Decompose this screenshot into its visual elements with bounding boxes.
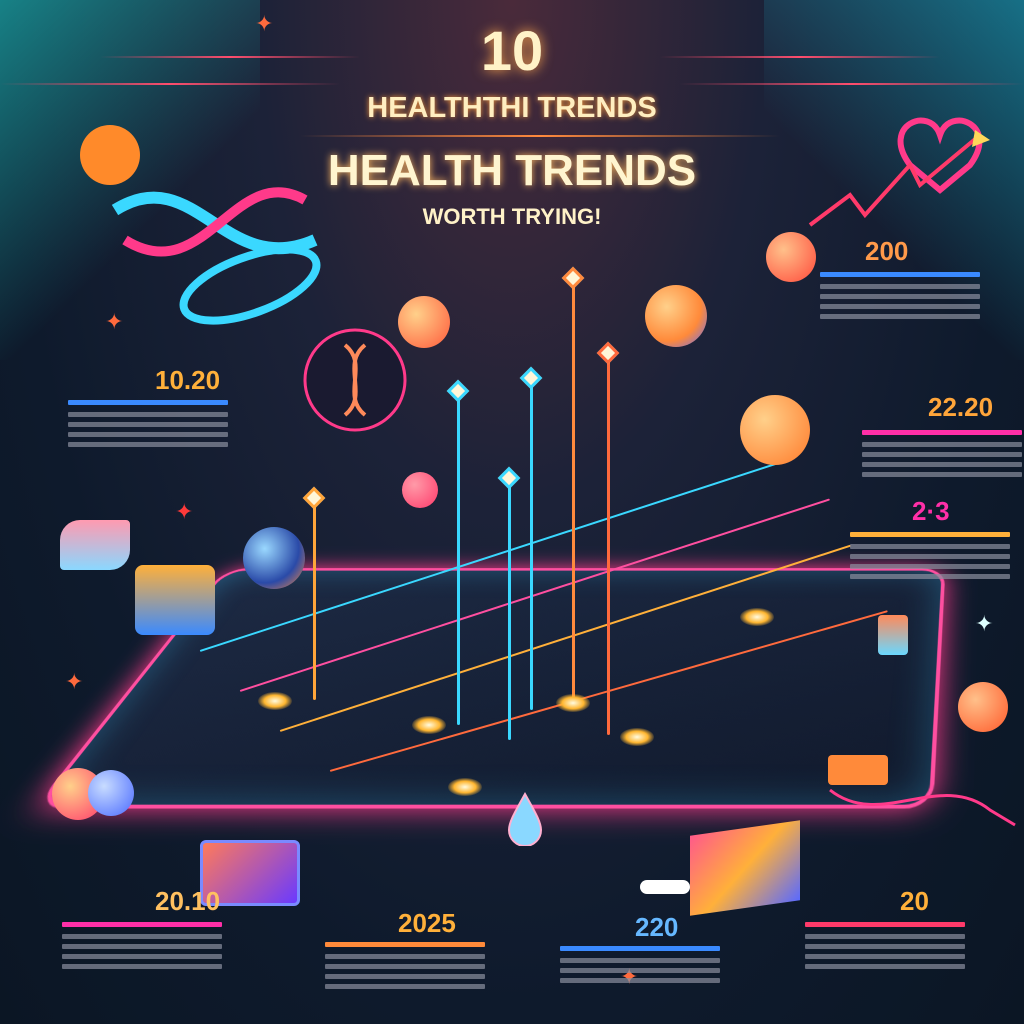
stat-value: 2025 (398, 908, 456, 938)
supplement-icon (878, 615, 908, 655)
sparkle-icon: ✦ (65, 670, 84, 695)
title-subtitle: WORTH TRYING! (422, 204, 602, 229)
glow-point (620, 728, 654, 746)
orb (958, 682, 1008, 732)
orb (88, 770, 134, 816)
stat-value: 20 (900, 886, 929, 916)
dna-circle-icon (303, 328, 407, 432)
trend-pole (572, 280, 575, 700)
orb (645, 285, 707, 347)
text-block (325, 942, 485, 994)
pills-icon (640, 880, 690, 894)
glow-point (556, 694, 590, 712)
orb (398, 296, 450, 348)
trend-pole (607, 355, 610, 735)
title-number: 10 (480, 19, 544, 82)
sparkle-icon: ✦ (975, 612, 994, 637)
deco-line (660, 56, 940, 58)
text-block (805, 922, 965, 974)
text-block (62, 922, 222, 974)
sparkle-icon: ✦ (105, 310, 124, 335)
text-block (560, 946, 720, 988)
dna-icon (80, 125, 321, 325)
stat-value: 200 (865, 236, 909, 266)
globe-icon (243, 527, 305, 589)
trend-pole (457, 395, 460, 725)
light-beam-left (0, 0, 260, 360)
orb (766, 232, 816, 282)
hand-icon (60, 520, 130, 570)
glow-point (740, 608, 774, 626)
stat-value: 10.20 (155, 365, 221, 395)
text-block (850, 532, 1010, 584)
sneaker-icon (829, 788, 1016, 827)
stat-value: 2·3 (912, 496, 950, 526)
heart-trend-icon (808, 117, 990, 227)
title-main: HEALTH TRENDS (327, 146, 697, 195)
glow-point (412, 716, 446, 734)
deco-line (300, 135, 780, 137)
text-block (862, 430, 1022, 482)
water-drop-icon (507, 791, 543, 846)
glow-point (258, 692, 292, 710)
deco-line (0, 83, 340, 85)
tablet-icon (200, 840, 300, 906)
trend-pole (508, 480, 511, 740)
deco-line (100, 56, 360, 58)
glow-point (448, 778, 482, 796)
trend-pole (530, 380, 533, 710)
title-line-1: HEALTHTHI TRENDS (367, 92, 657, 124)
sparkle-icon: ✦ (175, 500, 194, 525)
orb (740, 395, 810, 465)
trend-pole (313, 500, 316, 700)
food-tray-icon (828, 755, 888, 785)
orb (402, 472, 438, 508)
book-icon (690, 820, 800, 916)
text-block (68, 400, 228, 452)
pill-bottle-icon (135, 565, 215, 635)
text-block (820, 272, 980, 324)
stat-value: 20.10 (155, 886, 221, 916)
sparkle-icon: ✦ (255, 12, 274, 37)
deco-line (680, 83, 1024, 85)
stat-value: 22.20 (928, 392, 994, 422)
stat-value: 220 (635, 912, 679, 942)
